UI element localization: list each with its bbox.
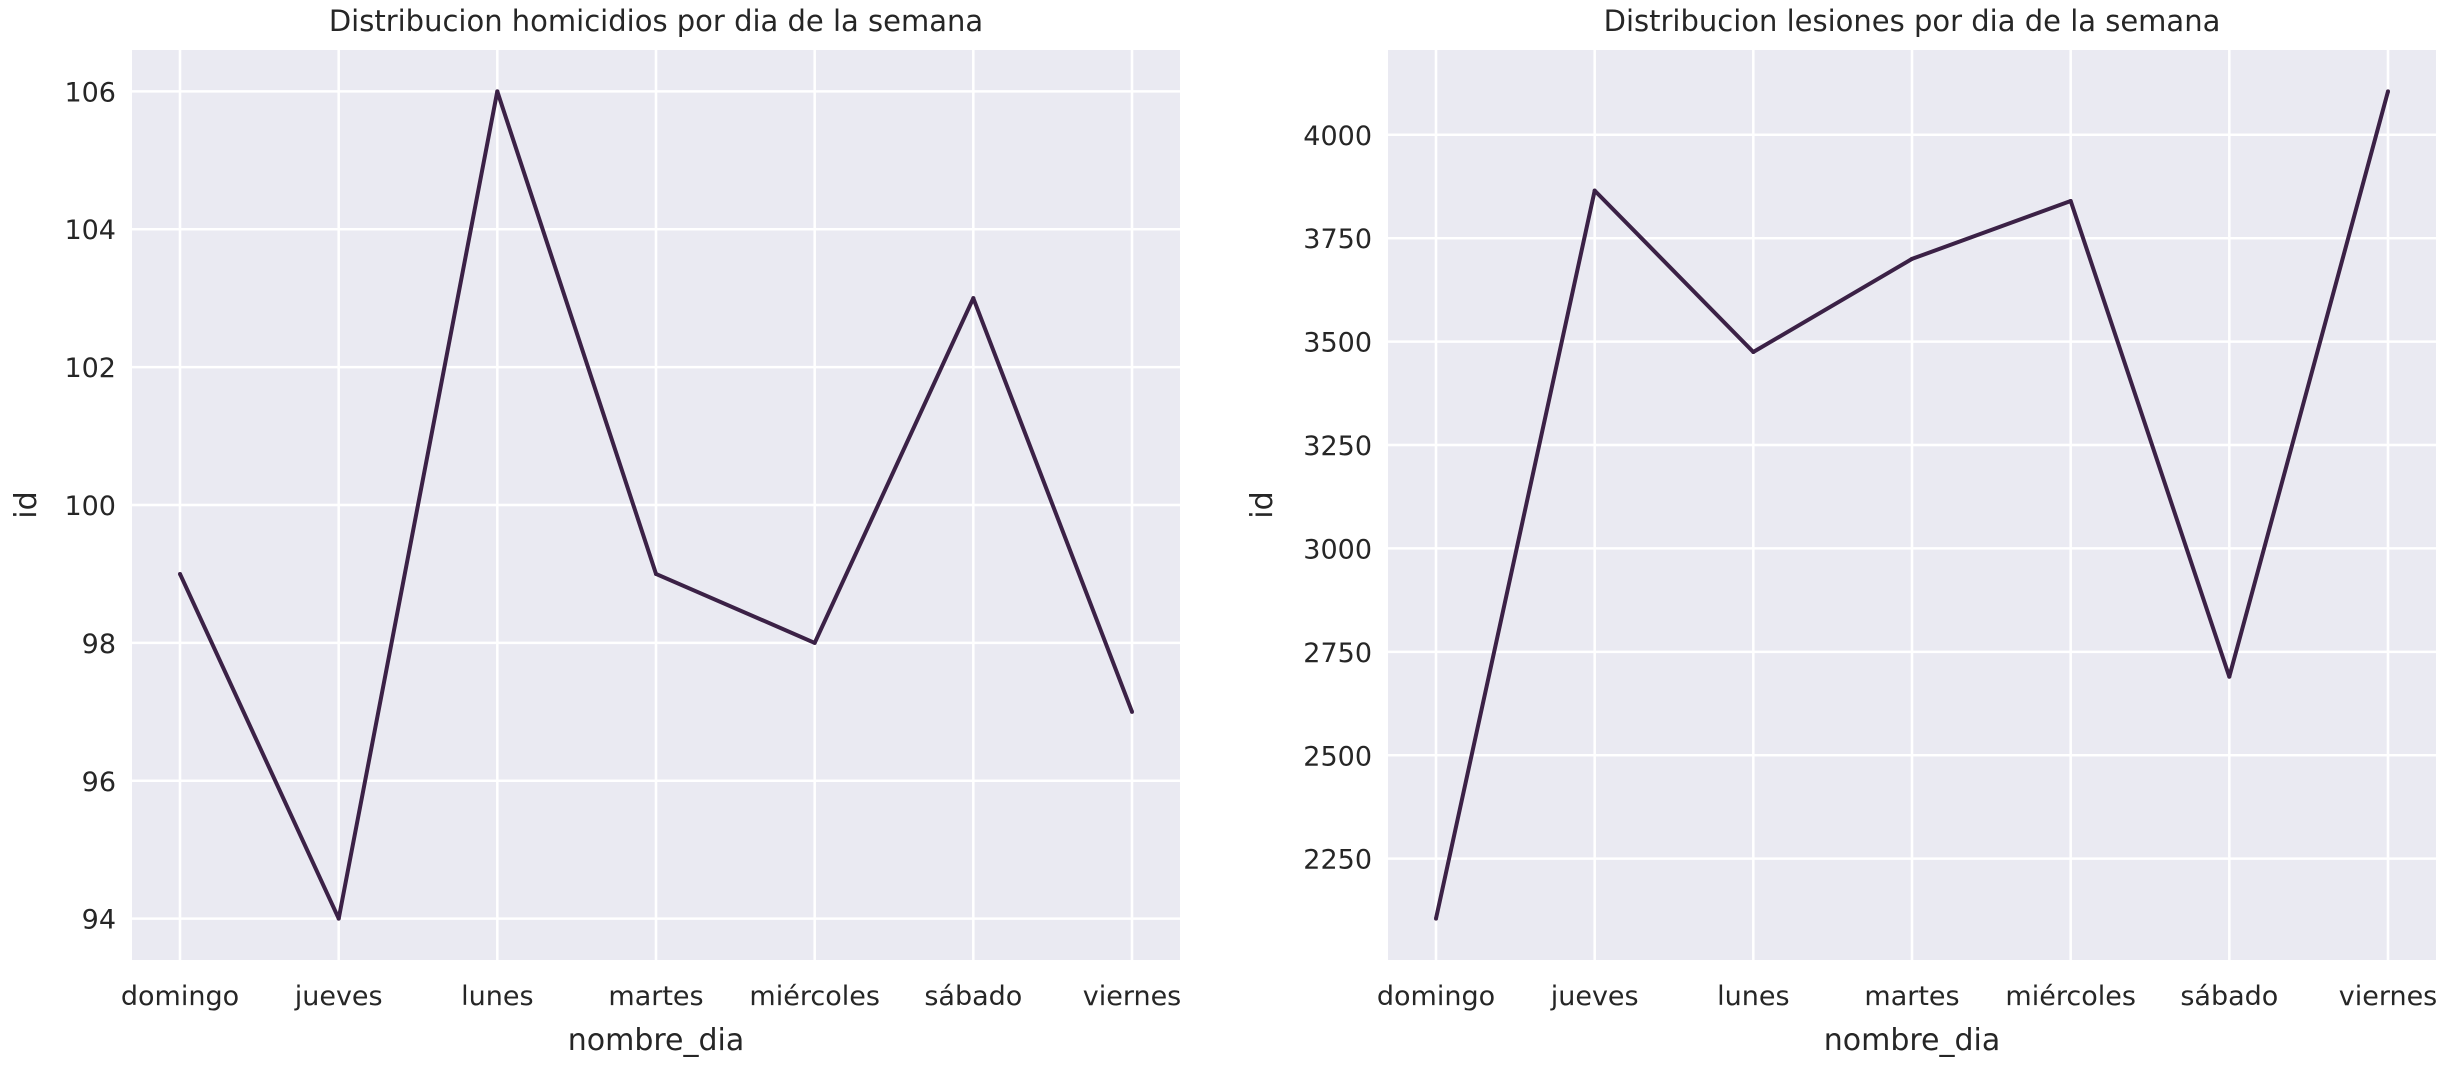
y-tick-label: 3750 <box>1303 224 1372 255</box>
chart-lesiones: domingo jueves lunes martes miércoles sábado v… <box>1245 4 2437 1058</box>
chart-title-lesiones: Distribucion lesiones por dia de la sema… <box>1604 4 2221 38</box>
y-tick-label: 3000 <box>1303 534 1372 565</box>
y-tick-label: 2500 <box>1303 741 1372 772</box>
x-tick-label: viernes <box>2339 981 2438 1012</box>
data-point-lesiones <box>1910 256 1914 261</box>
x-tick-label: martes <box>1864 981 1959 1012</box>
data-point-homicidios <box>495 89 500 94</box>
data-point-lesiones <box>2227 674 2232 679</box>
series-lesiones <box>1434 89 2390 921</box>
data-point-homicidios <box>971 296 976 301</box>
y-tick-label: 104 <box>64 215 116 246</box>
data-point-homicidios <box>1130 709 1134 714</box>
series-homicidios <box>178 89 1134 921</box>
x-tick-label: sábado <box>2180 981 2278 1012</box>
x-axis-label-homicidios: nombre_dia <box>568 1023 745 1058</box>
data-point-lesiones <box>1751 349 1756 354</box>
data-point-homicidios <box>178 571 182 576</box>
y-tick-labels-homicidios: 94 96 98 100 102 104 106 <box>64 77 116 935</box>
x-tick-label: viernes <box>1083 981 1182 1012</box>
x-tick-label: lunes <box>1717 981 1789 1012</box>
y-tick-label: 2750 <box>1303 638 1372 669</box>
data-point-homicidios <box>654 571 658 576</box>
x-tick-label: miércoles <box>2005 981 2135 1012</box>
grid-homicidios <box>132 50 1180 960</box>
x-tick-labels-lesiones: domingo jueves lunes martes miércoles sábado v… <box>1377 981 2437 1012</box>
y-tick-label: 94 <box>82 905 116 936</box>
x-tick-label: domingo <box>121 981 239 1012</box>
x-axis-label-lesiones: nombre_dia <box>1824 1023 2001 1058</box>
y-tick-label: 2250 <box>1303 845 1372 876</box>
y-axis-label-lesiones: id <box>1245 491 1280 518</box>
y-tick-label: 3500 <box>1303 328 1372 359</box>
y-tick-label: 102 <box>64 353 116 384</box>
data-point-lesiones <box>2386 89 2390 94</box>
y-tick-label: 4000 <box>1303 121 1372 152</box>
data-point-homicidios <box>812 640 817 645</box>
data-point-homicidios <box>336 916 341 921</box>
x-tick-labels-homicidios: domingo jueves lunes martes miércoles sábado v… <box>121 981 1181 1012</box>
x-tick-label: miércoles <box>749 981 879 1012</box>
y-tick-labels-lesiones: 2250 2500 2750 3000 3250 3500 3750 4000 <box>1303 121 1372 876</box>
chart-homicidios: domingo jueves lunes martes miércoles sábado v… <box>9 4 1181 1058</box>
x-tick-label: lunes <box>461 981 533 1012</box>
data-point-lesiones <box>1592 188 1597 193</box>
y-tick-label: 106 <box>64 77 116 108</box>
y-tick-label: 3250 <box>1303 431 1372 462</box>
y-tick-label: 98 <box>82 629 116 660</box>
y-tick-label: 100 <box>64 491 116 522</box>
x-tick-label: jueves <box>294 981 383 1012</box>
x-tick-label: sábado <box>924 981 1022 1012</box>
y-axis-label-homicidios: id <box>9 491 44 518</box>
data-point-lesiones <box>2068 198 2073 203</box>
chart-title-homicidios: Distribucion homicidios por dia de la se… <box>329 4 983 38</box>
x-tick-label: jueves <box>1550 981 1639 1012</box>
x-tick-label: martes <box>608 981 703 1012</box>
data-point-lesiones <box>1434 916 1438 921</box>
y-tick-label: 96 <box>82 767 116 798</box>
x-tick-label: domingo <box>1377 981 1495 1012</box>
